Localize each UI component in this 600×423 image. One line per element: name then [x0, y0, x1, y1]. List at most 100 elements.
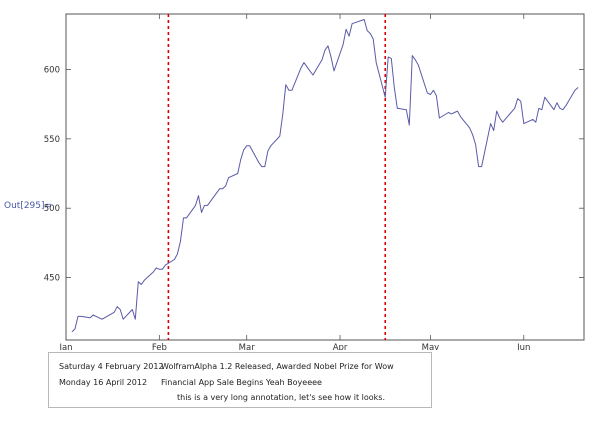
- data-point-48: [282, 113, 284, 115]
- data-point-44: [264, 166, 266, 167]
- data-point-42: [258, 162, 260, 163]
- data-point-93: [475, 144, 476, 145]
- data-point-27: [186, 217, 187, 219]
- data-point-5: [92, 314, 94, 316]
- data-point-78: [412, 55, 413, 56]
- data-point-0: [71, 331, 73, 332]
- data-point-90: [460, 116, 461, 117]
- data-point-10: [116, 306, 118, 308]
- data-point-100: [502, 121, 503, 123]
- x-tick-label-0: Jan: [58, 343, 72, 350]
- data-point-25: [180, 241, 181, 242]
- data-point-56: [312, 74, 314, 76]
- data-point-20: [159, 268, 160, 270]
- data-point-87: [451, 113, 452, 115]
- data-point-70: [375, 62, 377, 63]
- data-point-111: [556, 102, 558, 104]
- x-tick-label-2: Mar: [239, 343, 256, 350]
- data-point-9: [113, 311, 115, 313]
- data-point-45: [267, 151, 269, 152]
- data-point-2: [77, 316, 79, 317]
- data-point-109: [544, 96, 546, 98]
- line-chart: Jan Feb Mar Apr May Jun 450 500 550 600: [44, 13, 585, 350]
- data-point-80: [418, 65, 419, 66]
- x-tick-label-3: Apr: [333, 343, 348, 350]
- data-point-11: [119, 309, 121, 310]
- data-point-64: [348, 35, 350, 37]
- data-point-85: [439, 117, 440, 119]
- data-point-55: [309, 70, 311, 72]
- data-point-12: [122, 318, 124, 320]
- data-point-52: [300, 67, 302, 69]
- data-point-114: [565, 105, 567, 106]
- data-point-115: [574, 89, 576, 91]
- data-point-38: [240, 159, 241, 160]
- data-point-62: [342, 44, 344, 45]
- data-point-82: [430, 94, 431, 95]
- data-point-49: [285, 84, 287, 86]
- data-point-108: [541, 109, 543, 111]
- data-point-4: [89, 317, 91, 319]
- data-point-88: [454, 112, 455, 113]
- data-point-104: [523, 123, 525, 124]
- data-point-81: [427, 92, 428, 94]
- data-point-32: [207, 205, 208, 206]
- data-point-36: [228, 177, 229, 178]
- annotation-date-2: Monday 16 April 2012: [59, 378, 148, 387]
- data-point-74: [393, 87, 395, 88]
- data-point-94: [478, 166, 479, 167]
- data-point-106: [535, 121, 537, 123]
- data-point-105: [532, 119, 534, 120]
- y-tick-label-2: 550: [44, 135, 60, 145]
- data-point-37: [237, 173, 238, 174]
- data-point-40: [246, 145, 247, 147]
- y-tick-label-1: 500: [44, 204, 60, 214]
- data-point-53: [303, 62, 305, 63]
- plot-frame: [65, 13, 585, 341]
- annotation-box: Saturday 4 February 2012 Monday 16 April…: [48, 352, 432, 408]
- data-point-33: [219, 188, 220, 190]
- x-tick-label-4: May: [422, 343, 440, 350]
- annotation-event-2: Financial App Sale Begins Yeah Boyeeee: [161, 378, 322, 387]
- data-point-57: [321, 59, 323, 61]
- data-point-19: [156, 267, 157, 269]
- data-point-97: [493, 130, 494, 131]
- data-point-67: [366, 30, 368, 31]
- data-point-112: [559, 108, 561, 109]
- data-point-31: [204, 205, 205, 206]
- data-point-41: [249, 145, 251, 147]
- data-point-18: [153, 271, 154, 273]
- data-point-61: [333, 70, 335, 72]
- data-point-1: [74, 328, 76, 330]
- series-group: [71, 19, 579, 333]
- ticks-group: Jan Feb Mar Apr May Jun 450 500 550 600: [44, 14, 584, 350]
- data-point-75: [396, 108, 398, 109]
- data-point-17: [144, 280, 145, 281]
- data-point-22: [165, 264, 166, 266]
- data-point-107: [538, 108, 540, 109]
- annotation-event-3: this is a very long annotation, let's se…: [177, 393, 385, 402]
- data-point-65: [351, 23, 353, 25]
- data-point-24: [177, 253, 178, 255]
- x-tick-label-5: Jun: [516, 343, 530, 350]
- data-point-98: [496, 110, 497, 112]
- data-point-28: [195, 205, 196, 206]
- data-point-13: [131, 309, 133, 310]
- data-point-15: [137, 281, 139, 283]
- data-point-68: [369, 33, 371, 34]
- data-point-26: [183, 217, 184, 219]
- series-line-1: [71, 19, 579, 333]
- data-point-39: [243, 149, 244, 151]
- output-label: Out[295]=: [4, 201, 53, 211]
- data-point-7: [98, 317, 100, 319]
- data-point-103: [520, 101, 522, 102]
- data-point-71: [384, 96, 386, 98]
- data-point-86: [448, 112, 449, 113]
- data-point-84: [436, 95, 437, 97]
- data-point-50: [288, 89, 290, 91]
- data-point-76: [406, 109, 407, 111]
- data-point-92: [472, 134, 473, 135]
- data-point-23: [174, 259, 175, 260]
- data-point-113: [562, 109, 564, 111]
- data-point-116: [577, 87, 579, 88]
